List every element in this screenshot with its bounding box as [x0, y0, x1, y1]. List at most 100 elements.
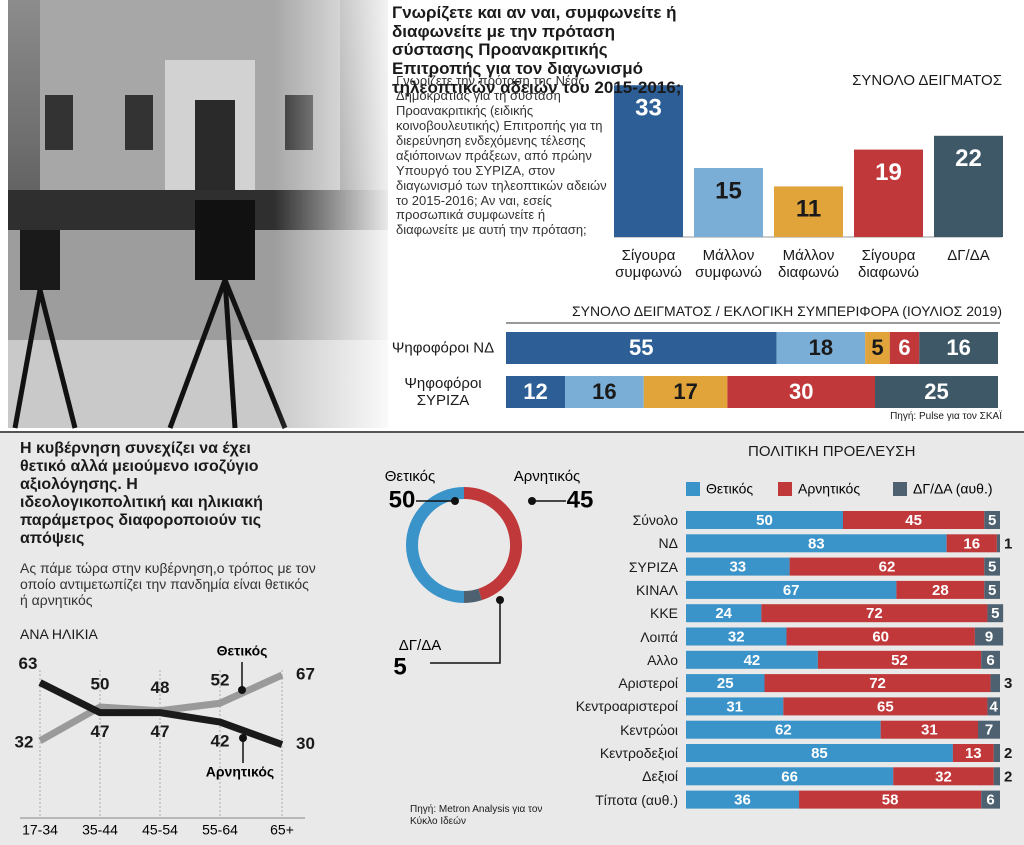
value-label: 25	[924, 379, 948, 404]
y-tick-label: ΚΙΝΑΛ	[635, 581, 678, 598]
line	[38, 679, 284, 748]
value-label: 12	[523, 379, 547, 404]
bar-segment	[686, 720, 881, 739]
value-label: 47	[151, 722, 170, 741]
value-label: 62	[775, 722, 792, 739]
bar-segment	[817, 650, 982, 669]
x-tick-label: 55-64	[202, 822, 238, 838]
bar-segment	[686, 627, 787, 646]
source: Πηγή: Metron Analysis για τον Κύκλο Ιδεώ…	[410, 804, 543, 827]
bar-segment	[643, 376, 728, 408]
legend-swatch	[686, 482, 700, 496]
value-label: 16	[946, 335, 970, 360]
value-label: 72	[866, 605, 883, 622]
y-tick-label: Τίποτα (αυθ.)	[595, 791, 678, 808]
leader-dot	[451, 497, 459, 505]
x-tick-label: Σίγουρα συμφωνώ	[615, 247, 682, 282]
y-tick-label: ΝΔ	[658, 535, 678, 552]
x-tick-label: ΔΓ/ΔΑ	[947, 247, 990, 264]
leader-dot	[238, 686, 246, 694]
value-label: 6	[986, 652, 994, 669]
value-label: 45	[567, 486, 594, 513]
bar-segment	[990, 674, 1000, 693]
x-tick-label: 17-34	[22, 822, 58, 838]
value-label: 55	[629, 335, 653, 360]
chart-title: ΑΝΑ ΗΛΙΚΙΑ	[20, 626, 98, 642]
value-label: 58	[882, 792, 899, 809]
series-label: Θετικός	[217, 643, 268, 659]
donut-segment	[406, 487, 465, 603]
value-label: 5	[988, 582, 996, 599]
value-label: 60	[872, 628, 889, 645]
legend-swatch	[893, 482, 907, 496]
bar-segment	[987, 697, 1000, 716]
value-label: 33	[635, 95, 662, 122]
bar-segment	[783, 697, 988, 716]
value-label: 48	[151, 678, 170, 697]
bar-segment	[686, 697, 784, 716]
value-label: 67	[296, 665, 315, 684]
source: Πηγή: Pulse για τον ΣΚΑΪ	[890, 411, 1002, 422]
bar-segment	[996, 534, 1000, 553]
x-tick-label: Σίγουρα διαφωνώ	[857, 247, 919, 282]
bar-segment	[786, 627, 975, 646]
bar-segment	[889, 332, 920, 364]
bar-segment	[984, 511, 1000, 529]
legend-label: ΔΓ/ΔΑ (αυθ.)	[913, 481, 993, 497]
value-label: 85	[811, 745, 828, 762]
donut-segment	[463, 487, 522, 601]
value-label: 52	[211, 671, 230, 690]
chart-subtitle: ΣΥΝΟΛΟ ΔΕΙΓΜΑΤΟΣ	[852, 72, 1002, 89]
headline: Η κυβέρνηση συνεχίζει να έχει θετικό αλλ…	[20, 440, 263, 547]
headline: Γνωρίζετε και αν ναι, συμφωνείτε ή διαφω…	[392, 3, 682, 97]
bar	[614, 85, 683, 237]
value-label: 5	[871, 335, 883, 360]
x-tick-label: Μάλλον διαφωνώ	[777, 247, 839, 282]
value-label: 19	[875, 159, 902, 186]
value-label: 36	[734, 792, 751, 809]
x-tick-label: 65+	[270, 822, 294, 838]
value-label: 2	[1004, 768, 1012, 785]
bar-segment	[686, 580, 897, 599]
y-tick-label: Αλλο	[647, 651, 678, 668]
leader-dot	[239, 734, 247, 742]
value-label: 52	[891, 652, 908, 669]
x-tick-label: 35-44	[82, 822, 118, 838]
x-tick-label: 45-54	[142, 822, 178, 838]
value-label: 2	[1004, 745, 1012, 762]
bar-segment	[799, 790, 982, 809]
bar-segment	[686, 604, 762, 623]
y-tick-label: Λοιπά	[640, 628, 678, 645]
bar-segment	[946, 534, 997, 553]
value-label: 62	[879, 559, 896, 576]
bar-segment	[686, 744, 953, 762]
bar-segment	[686, 674, 765, 693]
leader-dot	[528, 497, 536, 505]
legend-label: Αρνητικός	[798, 481, 860, 497]
bar-segment	[974, 627, 1004, 646]
value-label: 66	[781, 768, 798, 785]
value-label: 42	[211, 732, 230, 751]
value-label: 16	[963, 535, 980, 552]
legend-swatch	[778, 482, 792, 496]
y-tick-label: ΣΥΡΙΖΑ	[628, 558, 678, 575]
value-label: 28	[932, 582, 949, 599]
bar-segment	[686, 790, 800, 809]
bar-segment	[981, 650, 1000, 669]
bar-segment	[865, 332, 890, 364]
chart-title: ΠΟΛΙΤΙΚΗ ΠΡΟΕΛΕΥΣΗ	[748, 443, 916, 460]
value-label: 6	[986, 792, 994, 809]
bar-segment	[919, 332, 998, 364]
chart-subtitle: Ας πάμε τώρα στην κυβέρνηση,ο τρόπος με …	[20, 560, 316, 609]
bar	[694, 168, 763, 237]
value-label: 11	[796, 196, 821, 223]
value-label: 65	[877, 698, 894, 715]
value-label: 9	[985, 628, 993, 645]
value-label: 50	[756, 512, 773, 529]
value-label: 22	[955, 145, 982, 172]
value-label: 30	[789, 379, 813, 404]
value-label: 72	[869, 675, 886, 692]
leader-dot	[496, 596, 504, 604]
value-label: 47	[91, 722, 110, 741]
